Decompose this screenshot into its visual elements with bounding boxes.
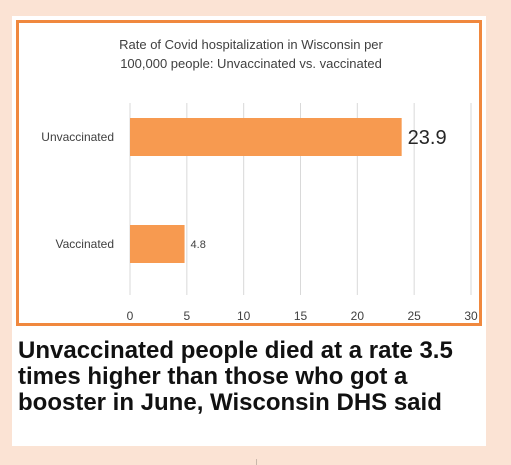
chart-title-line-1: Rate of Covid hospitalization in Wiscons… [119,37,383,52]
x-tick-label-25: 25 [407,309,421,323]
category-label-vaccinated: Vaccinated [56,237,114,251]
x-tick-label-0: 0 [127,309,134,323]
data-label-unvaccinated: 23.9 [408,127,447,149]
x-tick-label-10: 10 [237,309,251,323]
bar-vaccinated [130,225,185,263]
x-tick-label-30: 30 [464,309,478,323]
bar-unvaccinated [130,118,402,156]
category-label-unvaccinated: Unvaccinated [41,130,114,144]
chart-title-line-2: 100,000 people: Unvaccinated vs. vaccina… [120,56,382,71]
x-tick-label-15: 15 [294,309,308,323]
bar-chart: Rate of Covid hospitalization in Wiscons… [41,37,478,323]
article-card: Rate of Covid hospitalization in Wiscons… [12,16,486,446]
data-label-vaccinated: 4.8 [191,239,206,251]
headline: Unvaccinated people died at a rate 3.5 t… [18,337,453,416]
x-tick-label-20: 20 [351,309,365,323]
bottom-mark [256,459,257,465]
x-tick-label-5: 5 [183,309,190,323]
chart-frame: Rate of Covid hospitalization in Wiscons… [16,20,482,326]
